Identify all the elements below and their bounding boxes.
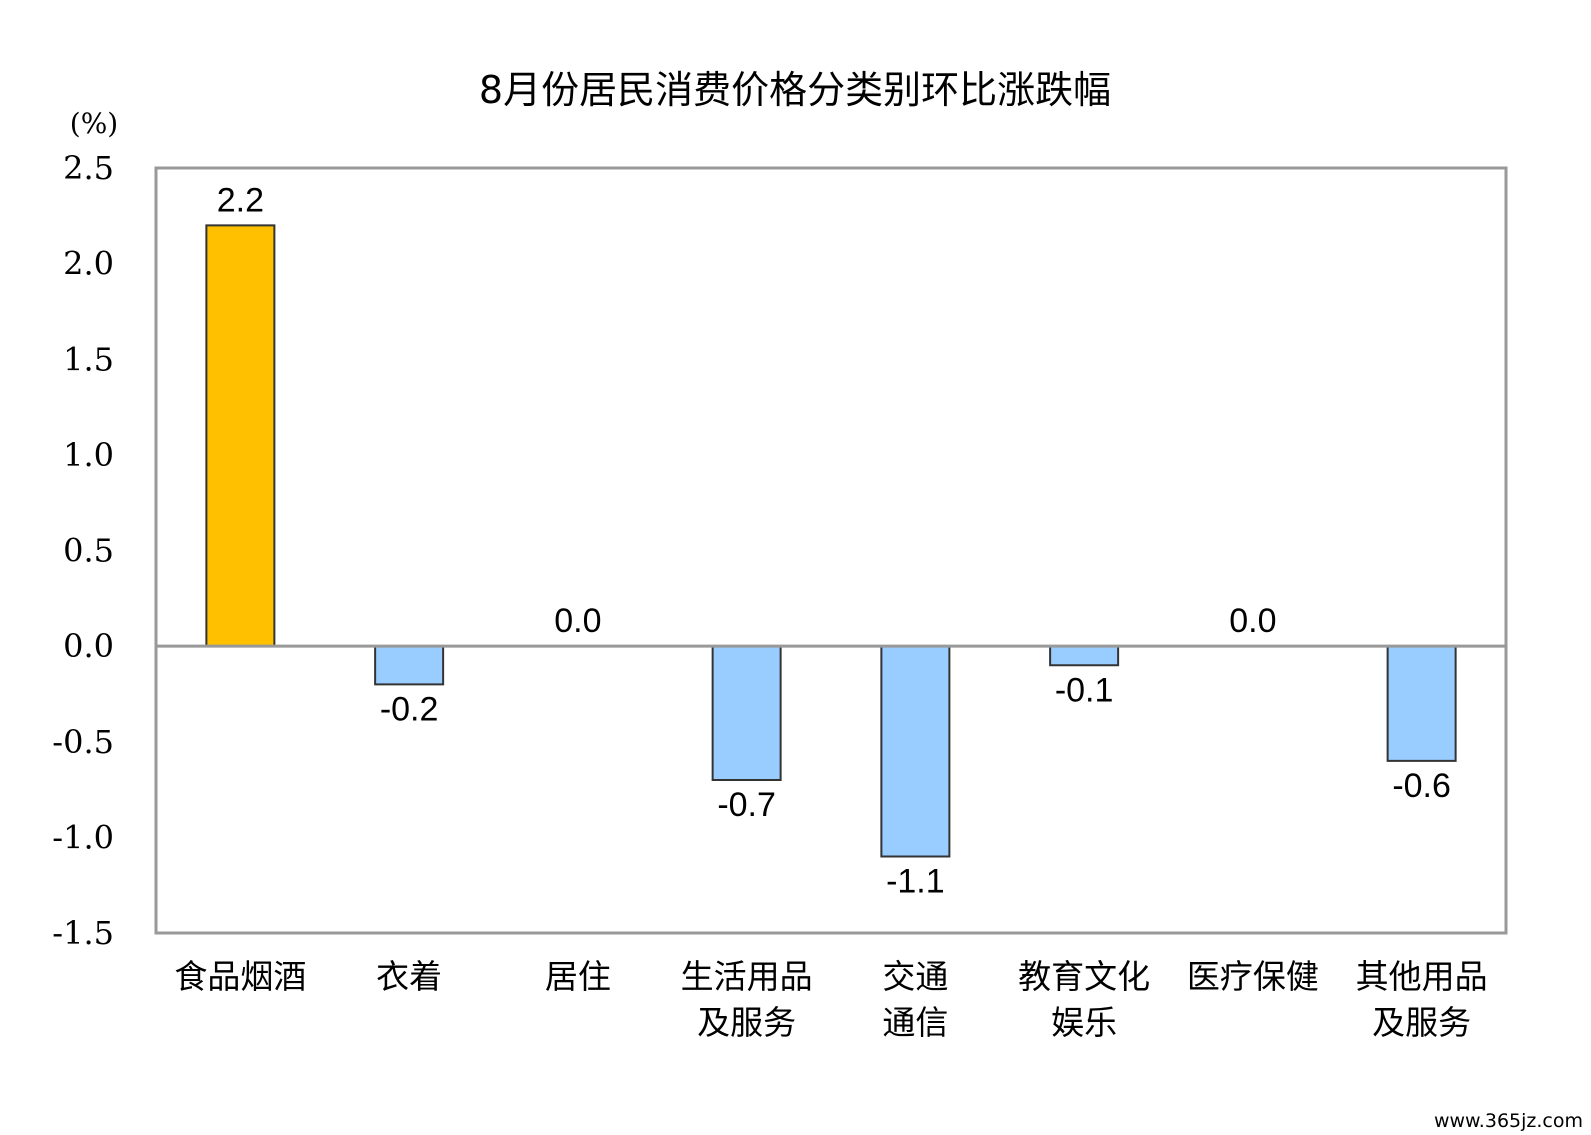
bar (711, 645, 782, 781)
bar-value-label: -0.1 (1055, 671, 1114, 709)
bar-value-label: 0.0 (1229, 602, 1276, 640)
plot-area-frame (154, 166, 1508, 935)
y-tick-label: 2.5 (63, 149, 114, 187)
y-tick-label: -1.0 (52, 818, 114, 856)
category-label: 教育文化 (1018, 957, 1150, 996)
bar (374, 645, 445, 686)
bar-value-label: -0.2 (380, 690, 439, 728)
bar (880, 645, 951, 858)
bar (1049, 645, 1120, 667)
category-label: 通信 (882, 1003, 948, 1042)
category-label: 居住 (545, 957, 611, 996)
y-tick-label: 0.5 (63, 532, 114, 570)
category-label: 生活用品 (681, 957, 813, 996)
watermark: www.365jz.com (1434, 1110, 1583, 1132)
category-label: 及服务 (1372, 1003, 1471, 1042)
category-label: 医疗保健 (1187, 957, 1319, 996)
chart-title: 8月份居民消费价格分类别环比涨跌幅 (479, 68, 1111, 112)
category-label: 衣着 (376, 957, 442, 996)
bars (205, 224, 1457, 858)
category-label: 及服务 (697, 1003, 796, 1042)
y-axis-ticks: 2.5 2.0 1.5 1.0 0.5 0.0 -0.5 -1.0 -1.5 (52, 149, 114, 952)
bar-value-label: 2.2 (217, 181, 264, 219)
value-labels: 2.2 -0.2 0.0 -0.7 -1.1 -0.1 0.0 -0.6 (217, 181, 1451, 900)
bar-value-label: -1.1 (886, 863, 945, 901)
y-tick-label: -1.5 (52, 914, 114, 952)
category-label: 食品烟酒 (174, 957, 306, 996)
y-tick-label: -0.5 (52, 723, 114, 761)
category-label: 其他用品 (1356, 957, 1488, 996)
bar-value-label: -0.6 (1392, 767, 1451, 805)
bar-value-label: -0.7 (717, 786, 776, 824)
category-label: 交通 (882, 957, 948, 996)
y-tick-label: 1.0 (63, 436, 114, 474)
y-tick-label: 1.5 (63, 340, 114, 378)
bar (1386, 645, 1457, 762)
y-axis-unit-label: (%) (70, 107, 118, 140)
y-tick-label: 0.0 (63, 627, 114, 665)
category-label: 娱乐 (1051, 1003, 1117, 1042)
y-tick-label: 2.0 (63, 245, 114, 283)
bar (205, 224, 276, 648)
bar-value-label: 0.0 (554, 602, 601, 640)
